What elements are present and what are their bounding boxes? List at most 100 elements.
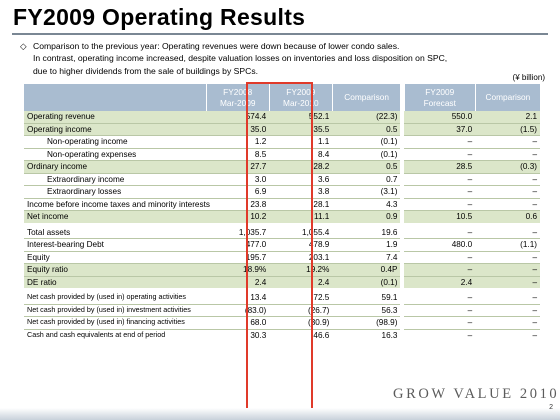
row-label: Net cash provided by (used in) financing… bbox=[24, 316, 207, 329]
fy2008-value: 3.0 bbox=[206, 172, 270, 186]
row-label: Net cash provided by (used in) investmen… bbox=[24, 303, 207, 317]
row-label: DE ratio bbox=[24, 275, 207, 288]
title-underline bbox=[12, 33, 548, 35]
table-row: Cash and cash equivalents at end of peri… bbox=[24, 328, 540, 341]
forecast-comparison-value: – bbox=[475, 316, 540, 329]
forecast-comparison-value: – bbox=[475, 263, 540, 276]
row-label: Operating income bbox=[24, 122, 207, 136]
intro-line: due to higher dividends from the sale of… bbox=[33, 65, 258, 76]
forecast-comparison-value: – bbox=[475, 185, 540, 198]
fy2008-value: 574.4 bbox=[206, 111, 270, 123]
forecast-comparison-value: 2.1 bbox=[475, 111, 540, 123]
intro-line: Comparison to the previous year: Operati… bbox=[33, 41, 400, 51]
table-row: Income before income taxes and minority … bbox=[24, 197, 540, 211]
table-row: Ordinary income 27.7 28.2 0.5 28.5 (0.3) bbox=[24, 160, 540, 173]
row-label: Ordinary income bbox=[24, 160, 207, 173]
table-row: Extraordinary income 3.0 3.6 0.7– – bbox=[24, 172, 540, 186]
fy2008-value: 195.7 bbox=[206, 250, 270, 264]
comparison-value: 0.4P bbox=[332, 263, 401, 276]
comparison-value: 0.5 bbox=[332, 160, 401, 173]
fy2008-value: 23.8 bbox=[206, 197, 270, 211]
fy2009-value: 203.1 bbox=[269, 250, 333, 264]
table-row: Equity ratio 18.9% 19.2% 0.4P – – bbox=[24, 263, 540, 276]
unit-label: (¥ billion) bbox=[512, 73, 545, 82]
fy2008-value: 8.5 bbox=[206, 147, 270, 161]
comparison-value: 0.9 bbox=[332, 210, 401, 223]
fy2008-value: 68.0 bbox=[206, 316, 270, 329]
comparison-value: (0.1) bbox=[332, 147, 401, 161]
comparison-value: (3.1) bbox=[332, 185, 401, 198]
header-fy2008: FY2008 Mar-2009 bbox=[205, 84, 270, 111]
header-forecast-comparison: Comparison bbox=[474, 84, 540, 111]
row-label: Interest-bearing Debt bbox=[24, 238, 207, 251]
forecast-value: – bbox=[404, 316, 476, 329]
row-label: Non-operating income bbox=[24, 135, 207, 148]
forecast-value: – bbox=[404, 172, 476, 186]
fy2009-value: 2.4 bbox=[269, 275, 333, 288]
forecast-value: – bbox=[404, 185, 476, 198]
forecast-value: 550.0 bbox=[404, 111, 476, 123]
table-row: Operating revenue 574.4 552.1 (22.3) 550.0 2.… bbox=[24, 111, 540, 123]
table-row: Operating income 35.0 35.5 0.5 37.0 (1.5) bbox=[24, 122, 540, 136]
comparison-value: 0.7 bbox=[332, 172, 401, 186]
forecast-value: – bbox=[404, 328, 476, 341]
forecast-value: – bbox=[404, 292, 476, 304]
forecast-comparison-value: – bbox=[475, 292, 540, 304]
table-row: DE ratio 2.4 2.4 (0.1) 2.4– bbox=[24, 275, 540, 288]
comparison-value: (0.1) bbox=[332, 135, 401, 148]
row-label: Non-operating expenses bbox=[24, 147, 207, 161]
row-label: Net cash provided by (used in) operating… bbox=[24, 292, 207, 304]
fy2009-value: 3.8 bbox=[269, 185, 333, 198]
fy2008-value: 6.9 bbox=[206, 185, 270, 198]
comparison-value: 0.5 bbox=[332, 122, 401, 136]
header-fy2009: FY2009 Mar-2010 bbox=[268, 84, 333, 111]
forecast-value: – bbox=[404, 226, 476, 239]
row-label: Income before income taxes and minority … bbox=[24, 197, 210, 211]
fy2009-value: 28.2 bbox=[269, 160, 333, 173]
fy2008-value: 477.0 bbox=[206, 238, 270, 251]
comparison-value: 7.4 bbox=[332, 250, 401, 264]
table-row: Interest-bearing Debt 477.0 478.9 1.9 480.0(… bbox=[24, 238, 540, 251]
forecast-comparison-value: – bbox=[475, 275, 540, 288]
fy2009-value: 3.6 bbox=[269, 172, 333, 186]
fy2008-value: 18.9% bbox=[206, 263, 270, 276]
page-number: 2 bbox=[549, 404, 553, 411]
forecast-value: – bbox=[404, 263, 476, 276]
fy2009-value: (30.9) bbox=[269, 316, 333, 329]
header-comparison: Comparison bbox=[331, 84, 401, 111]
fy2008-value: 13.4 bbox=[206, 292, 270, 304]
fy2009-value: 28.1 bbox=[269, 197, 333, 211]
table-row: Net cash provided by (used in) investmen… bbox=[24, 303, 540, 317]
forecast-comparison-value: (1.1) bbox=[475, 238, 540, 251]
table-row: Non-operating expenses 8.5 8.4 (0.1) – – bbox=[24, 147, 540, 161]
table-row: Equity 195.7 203.1 7.4– – bbox=[24, 250, 540, 264]
comparison-value: 19.6 bbox=[332, 226, 401, 239]
comparison-value: 59.1 bbox=[332, 292, 401, 304]
forecast-comparison-value: – bbox=[475, 197, 540, 211]
forecast-comparison-value: – bbox=[475, 172, 540, 186]
comparison-value: 56.3 bbox=[332, 303, 401, 317]
forecast-comparison-value: – bbox=[475, 250, 540, 264]
forecast-value: 28.5 bbox=[404, 160, 476, 173]
forecast-comparison-value: – bbox=[475, 147, 540, 161]
fy2008-value: 27.7 bbox=[206, 160, 270, 173]
forecast-value: – bbox=[404, 197, 476, 211]
comparison-value: 1.9 bbox=[332, 238, 401, 251]
diamond-bullet-icon: ◇ bbox=[20, 41, 27, 51]
forecast-comparison-value: – bbox=[475, 328, 540, 341]
intro-line: In contrast, operating income increased,… bbox=[33, 53, 448, 64]
forecast-value: – bbox=[404, 147, 476, 161]
fy2009-value: 8.4 bbox=[269, 147, 333, 161]
fy2009-value: 11.1 bbox=[269, 210, 333, 223]
fy2008-value: 30.3 bbox=[206, 328, 270, 341]
forecast-value: – bbox=[404, 250, 476, 264]
fy2009-value: 72.5 bbox=[269, 292, 333, 304]
forecast-comparison-value: – bbox=[475, 135, 540, 148]
row-label: Equity ratio bbox=[24, 263, 207, 276]
table-row: Net cash provided by (used in) operating… bbox=[24, 292, 540, 304]
intro-text: ◇ Comparison to the previous year: Opera… bbox=[20, 40, 447, 77]
fy2008-value: 35.0 bbox=[206, 122, 270, 136]
comparison-value: 4.3 bbox=[332, 197, 401, 211]
comparison-value: (98.9) bbox=[332, 316, 401, 329]
table-header-row: FY2008 Mar-2009 FY2009 Mar-2010 Comparison… bbox=[24, 84, 540, 111]
